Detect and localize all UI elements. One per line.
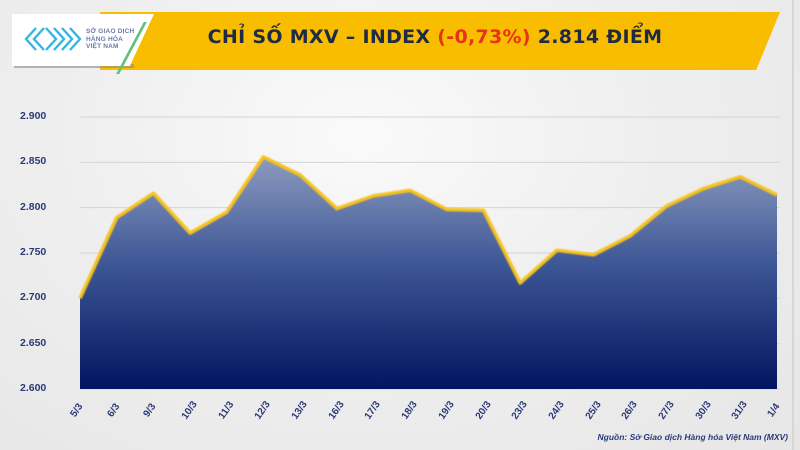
title-change: (-0,73%) [437, 26, 531, 48]
y-tick-label: 2.750 [20, 246, 47, 258]
frame-border [792, 0, 794, 450]
y-tick-label: 2.700 [20, 291, 47, 304]
y-tick-label: 2.650 [20, 336, 47, 349]
index-line [78, 155, 778, 300]
logo-text: SỞ GIAO DỊCH HÀNG HÓA VIỆT NAM [86, 28, 134, 51]
title-banner [100, 12, 780, 70]
logo-line-2: HÀNG HÓA [86, 35, 123, 43]
logo-line-3: VIỆT NAM [86, 43, 119, 50]
logo-line-1: SỞ GIAO DỊCH [86, 28, 135, 35]
y-tick-label: 2.900 [20, 110, 47, 122]
y-tick-label: 2.800 [20, 200, 47, 213]
source-note: Nguồn: Sở Giao dịch Hàng hóa Việt Nam (M… [597, 432, 788, 442]
chart-title: CHỈ SỐ MXV – INDEX (-0,73%) 2.814 ĐIỂM [200, 26, 670, 48]
area-fill [80, 156, 777, 389]
mxv-logo-icon [24, 27, 82, 51]
logo-shadow [14, 64, 134, 68]
title-prefix: CHỈ SỐ MXV – INDEX [207, 26, 438, 48]
title-suffix: 2.814 ĐIỂM [530, 26, 663, 48]
y-tick-label: 2.600 [20, 382, 47, 394]
y-tick-label: 2.850 [20, 155, 47, 168]
